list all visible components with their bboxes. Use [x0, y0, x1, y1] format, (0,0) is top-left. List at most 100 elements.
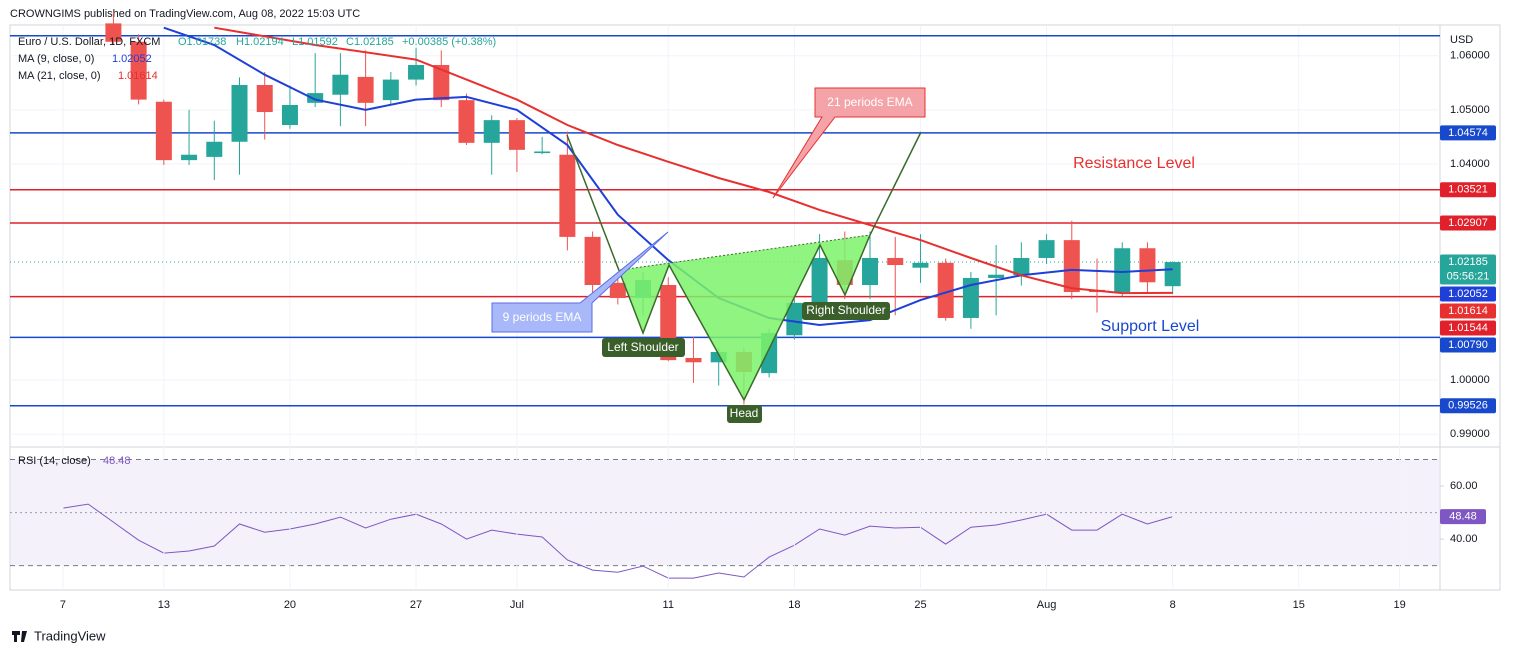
- x-tick-label: 13: [158, 599, 170, 611]
- price-tag: [1440, 182, 1496, 198]
- rsi-tick-label: 40.00: [1450, 533, 1478, 545]
- candle-body: [1013, 257, 1030, 276]
- ohlc-change: +0.00385 (+0.38%): [402, 36, 496, 48]
- candle-body: [887, 257, 904, 265]
- candle-body: [433, 65, 450, 101]
- footer: TradingView: [12, 628, 106, 643]
- pattern-fill: [620, 235, 870, 400]
- pattern-outline: [566, 131, 922, 402]
- candle-body: [307, 93, 324, 103]
- price-tag: [1440, 125, 1496, 141]
- ohlc-low: L1.01592: [292, 36, 338, 48]
- price-tag: [1440, 398, 1496, 414]
- ma9-value: 1.02052: [112, 53, 152, 65]
- ohlc-close: C1.02185: [346, 36, 394, 48]
- price-tag: [1440, 254, 1496, 285]
- candle-body: [483, 120, 500, 143]
- symbol-title: Euro / U.S. Dollar, 1D, FXCM: [18, 36, 160, 48]
- candle-body: [408, 65, 425, 80]
- candle-body: [357, 76, 374, 103]
- candle-body: [1164, 262, 1181, 287]
- candle-body: [458, 100, 475, 143]
- ma-line: [214, 26, 1173, 295]
- rsi-line: [62, 503, 1173, 579]
- x-tick-label: 20: [284, 599, 296, 611]
- price-tag: [1440, 286, 1496, 302]
- logo: [12, 631, 27, 642]
- candle-body: [181, 154, 198, 161]
- candle-body: [962, 277, 979, 318]
- candle-body: [332, 74, 349, 95]
- rsi-legend: RSI (14, close): [18, 455, 91, 467]
- candle-body: [231, 85, 248, 142]
- candle-body: [685, 357, 702, 363]
- candle-body: [1139, 248, 1156, 283]
- ma21-legend: MA (21, close, 0): [18, 70, 101, 82]
- candle-body: [786, 302, 803, 336]
- price-tag-time: 05:56:21: [1447, 270, 1490, 282]
- price-tag-label: 1.02907: [1448, 217, 1488, 229]
- resistance-label: Resistance Level: [1073, 155, 1195, 172]
- x-tick-label: 15: [1293, 599, 1305, 611]
- candle-body: [155, 101, 172, 161]
- annotations: 21 periods EMA 9 periods EMA Left Should…: [491, 87, 1200, 423]
- price-tag-label: 1.02185: [1448, 256, 1488, 268]
- left-shoulder-box: [602, 338, 685, 357]
- candle-body: [710, 352, 727, 363]
- candle-body: [1038, 240, 1055, 258]
- brand: TradingView: [34, 628, 106, 643]
- candle-body: [130, 41, 147, 100]
- price-tag-label: 1.03521: [1448, 184, 1488, 196]
- candle-body: [281, 105, 298, 125]
- x-tick-label: Aug: [1037, 599, 1057, 611]
- currency: USD: [1450, 34, 1473, 46]
- candle-body: [937, 262, 954, 318]
- candle-body: [382, 79, 399, 101]
- ema21-callout: [772, 87, 926, 199]
- candle-body: [206, 141, 223, 157]
- price-pane: [10, 12, 1440, 590]
- candle-body: [609, 282, 626, 298]
- x-tick-label: 11: [663, 599, 674, 611]
- price-tag: [1440, 337, 1496, 353]
- candle-body: [584, 236, 601, 285]
- y-tick-label: 1.06000: [1450, 50, 1490, 62]
- rsi-tag-label: 48.48: [1449, 511, 1477, 523]
- x-tick-label: 7: [60, 599, 66, 611]
- candle-body: [988, 274, 1005, 278]
- head-box: [727, 405, 762, 423]
- left-shoulder-label: Left Shoulder: [607, 340, 678, 354]
- candle-body: [534, 151, 551, 154]
- x-tick-label: 25: [914, 599, 926, 611]
- price-tag: [1440, 303, 1496, 319]
- price-tag: [1440, 215, 1496, 231]
- ema9-label: 9 periods EMA: [503, 310, 582, 324]
- pattern: [566, 131, 922, 402]
- y-tick-label: 0.99000: [1450, 428, 1490, 440]
- ema21-label: 21 periods EMA: [827, 95, 912, 109]
- price-tag-label: 1.04574: [1448, 127, 1488, 139]
- rsi-tag: [1440, 509, 1486, 525]
- y-tick-label: 1.05000: [1450, 104, 1490, 116]
- right-shoulder-box: [802, 302, 890, 320]
- x-tick-label: 19: [1394, 599, 1406, 611]
- candle-body: [256, 85, 273, 113]
- candle-body: [1063, 240, 1080, 293]
- y-tick-label: 1.00000: [1450, 374, 1490, 386]
- support-label: Support Level: [1101, 318, 1200, 335]
- rsi-pane: [10, 459, 1444, 579]
- y-tick-label: 1.04000: [1450, 158, 1490, 170]
- candle-body: [559, 154, 576, 237]
- price-tag-label: 1.01544: [1448, 322, 1488, 334]
- ohlc-high: H1.02194: [236, 36, 284, 48]
- rsi-tick-label: 60.00: [1450, 480, 1478, 492]
- price-tag-label: 1.02052: [1448, 288, 1488, 300]
- ma21-value: 1.01614: [118, 70, 158, 82]
- frame: [9, 24, 1501, 591]
- candle-body: [862, 257, 879, 285]
- head-label: Head: [730, 406, 759, 420]
- candle-body: [105, 23, 122, 42]
- candle-body: [1114, 248, 1131, 293]
- right-shoulder-label: Right Shoulder: [806, 303, 885, 317]
